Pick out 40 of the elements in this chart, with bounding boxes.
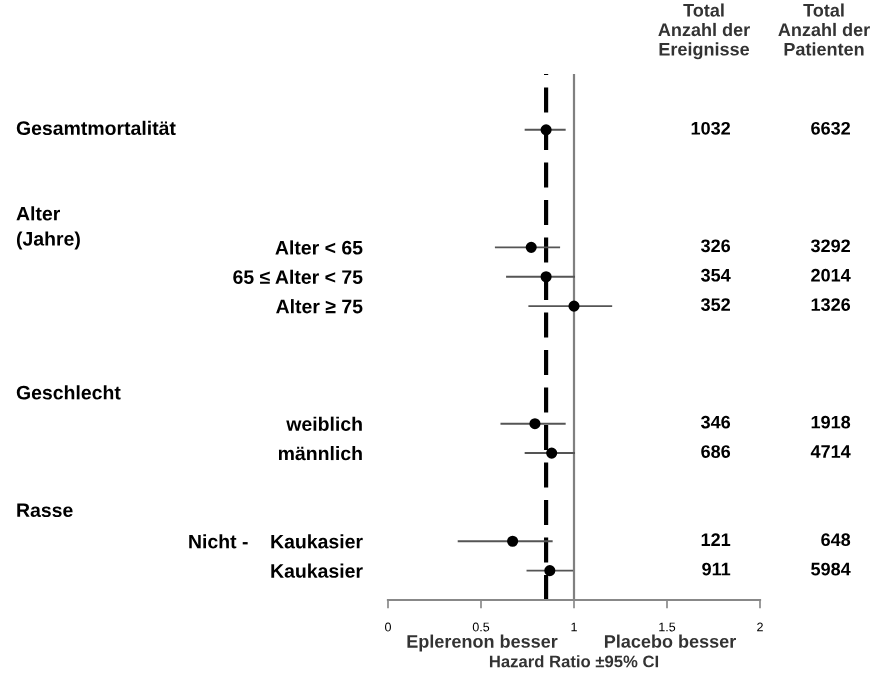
x-axis-title: Hazard Ratio ±95% CI [489, 655, 659, 668]
annotation: 352 [700, 298, 730, 312]
point [546, 447, 558, 459]
y-tick-label: Alter < 65 [275, 240, 363, 255]
text: Geschlecht [16, 385, 121, 400]
text: 2014 [811, 268, 851, 282]
annotation: 346 [700, 415, 731, 429]
annotation: 354 [700, 268, 731, 282]
annotation: 121 [701, 533, 731, 546]
y-tick-label: 65 ≤ Alter < 75 [233, 269, 363, 284]
point [540, 124, 552, 136]
y-tick-label: männlich [278, 446, 362, 461]
point [507, 535, 519, 547]
point [529, 418, 541, 430]
text: 648 [821, 533, 851, 547]
text: Alter (Jahre) [16, 206, 80, 250]
text: Total Anzahl der Patienten [778, 3, 870, 56]
text: 5984 [811, 562, 851, 576]
y-tick-label: Nicht - Kaukasier [189, 534, 363, 549]
point [544, 565, 556, 577]
point [568, 300, 580, 312]
annotation: 911 [702, 562, 731, 576]
text: 6632 [811, 121, 850, 135]
text: 1326 [811, 298, 851, 312]
annotation: 1032 [691, 121, 730, 135]
text: Rasse [17, 503, 73, 518]
text: Gesamtmortalität [16, 120, 176, 136]
y-tick-label: Kaukasier [271, 563, 363, 578]
annotation: 686 [701, 445, 731, 458]
text: 3292 [810, 239, 850, 253]
text: Placebo besser [604, 634, 736, 648]
annotation: 326 [700, 239, 731, 253]
text: 4714 [810, 445, 851, 458]
point [540, 271, 552, 283]
text: 1918 [811, 415, 851, 429]
text: Eplerenon besser [407, 634, 558, 652]
y-tick-label: Alter ≥ 75 [276, 299, 363, 314]
point [525, 241, 537, 253]
y-tick-label: weiblich [286, 416, 362, 431]
text: Total Anzahl der Ereignisse [658, 3, 750, 60]
